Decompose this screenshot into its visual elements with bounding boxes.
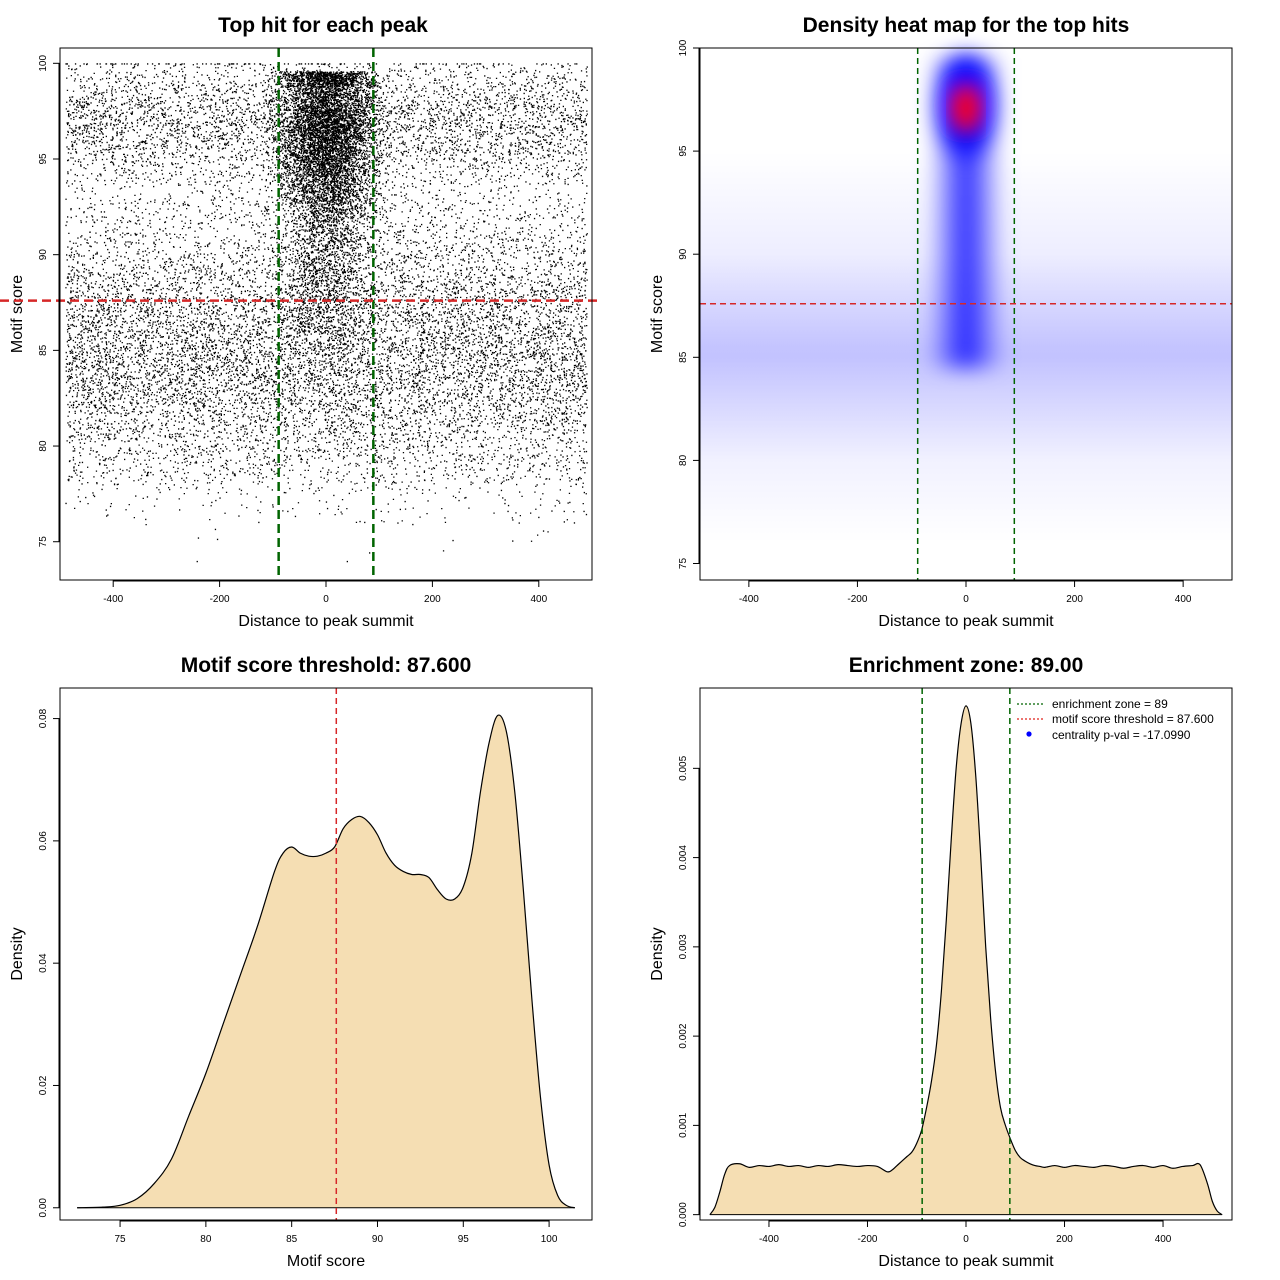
y-tick-label: 85 <box>38 344 49 356</box>
x-tick-label: 0 <box>963 594 969 605</box>
y-tick-label: 0.06 <box>38 831 49 851</box>
y-tick-label: 0.04 <box>38 953 49 973</box>
density-area <box>709 705 1223 1215</box>
heatmap-xlabel: Distance to peak summit <box>878 613 1054 630</box>
x-tick-label: 95 <box>458 1234 470 1245</box>
y-tick-label: 80 <box>38 440 49 452</box>
y-tick-label: 0.004 <box>678 845 689 870</box>
y-tick-label: 80 <box>678 454 689 466</box>
y-tick-label: 90 <box>38 249 49 261</box>
density-curve <box>77 714 576 1209</box>
x-tick-label: 90 <box>372 1234 384 1245</box>
x-tick-label: -400 <box>103 594 123 605</box>
distance-density-title: Enrichment zone: 89.00 <box>849 654 1084 677</box>
distance-density-plot-frame <box>699 687 1233 1221</box>
y-tick-label: 0.001 <box>678 1112 689 1137</box>
x-tick-label: 85 <box>286 1234 298 1245</box>
distance-density-ylabel: Density <box>649 927 666 980</box>
y-tick-label: 0.002 <box>678 1023 689 1048</box>
heatmap-plot-frame <box>699 47 1233 581</box>
x-tick-label: -200 <box>210 594 230 605</box>
legend-enrichment-label: enrichment zone = 89 <box>1052 697 1168 711</box>
scatter-points <box>65 63 589 563</box>
x-tick-label: -200 <box>857 1234 877 1245</box>
scatter-points-path <box>65 63 589 563</box>
density-curve <box>709 705 1223 1216</box>
legend-centrality-label: centrality p-val = -17.0990 <box>1052 728 1191 742</box>
y-tick-label: 100 <box>678 39 689 56</box>
y-tick-label: 85 <box>678 351 689 363</box>
y-tick-label: 95 <box>38 153 49 165</box>
distance-density-panel: Enrichment zone: 89.00 Distance to peak … <box>649 654 1233 1270</box>
x-tick-label: 200 <box>424 594 441 605</box>
scatter-ylabel: Motif score <box>9 275 26 353</box>
x-tick-label: 75 <box>115 1234 127 1245</box>
density-area <box>77 715 575 1208</box>
legend-centrality-swatch <box>1026 731 1032 737</box>
scatter-title: Top hit for each peak <box>218 14 428 37</box>
score-density-ylabel: Density <box>9 927 26 980</box>
x-tick-label: -400 <box>759 1234 779 1245</box>
heatmap-density <box>700 47 1232 543</box>
heatmap-panel: Density heat map for the top hits Distan… <box>649 14 1233 630</box>
y-tick-label: 0.003 <box>678 934 689 959</box>
score-density-title: Motif score threshold: 87.600 <box>181 654 472 677</box>
heatmap-title: Density heat map for the top hits <box>803 14 1130 37</box>
x-tick-label: 100 <box>541 1234 558 1245</box>
distance-density-xlabel: Distance to peak summit <box>878 1253 1054 1270</box>
x-tick-label: 0 <box>323 594 329 605</box>
x-tick-label: 400 <box>530 594 547 605</box>
legend: enrichment zone = 89 motif score thresho… <box>1017 697 1214 742</box>
y-tick-label: 75 <box>38 536 49 548</box>
x-tick-label: 200 <box>1066 594 1083 605</box>
score-density-panel: Motif score threshold: 87.600 Motif scor… <box>9 654 593 1270</box>
x-tick-label: 400 <box>1155 1234 1172 1245</box>
scatter-xlabel: Distance to peak summit <box>238 613 414 630</box>
x-tick-label: 400 <box>1175 594 1192 605</box>
x-tick-label: 80 <box>200 1234 212 1245</box>
y-tick-label: 0.08 <box>38 708 49 728</box>
score-density-xlabel: Motif score <box>287 1253 365 1270</box>
y-tick-label: 0.00 <box>38 1198 49 1218</box>
scatter-panel: Top hit for each peak Distance to peak s… <box>0 14 600 630</box>
y-tick-label: 0.000 <box>678 1202 689 1227</box>
y-tick-label: 75 <box>678 558 689 570</box>
scatter-plot-frame <box>59 47 593 581</box>
legend-threshold-label: motif score threshold = 87.600 <box>1052 712 1214 726</box>
y-tick-label: 90 <box>678 248 689 260</box>
y-tick-label: 0.02 <box>38 1075 49 1095</box>
x-tick-label: 0 <box>963 1234 969 1245</box>
heatmap-peak-core <box>956 87 976 132</box>
y-tick-label: 100 <box>38 55 49 72</box>
heatmap-ylabel: Motif score <box>649 275 666 353</box>
y-tick-label: 95 <box>678 145 689 157</box>
x-tick-label: -200 <box>847 594 867 605</box>
score-density-plot-frame <box>59 687 593 1221</box>
y-tick-label: 0.005 <box>678 755 689 780</box>
x-tick-label: 200 <box>1056 1234 1073 1245</box>
x-tick-label: -400 <box>739 594 759 605</box>
